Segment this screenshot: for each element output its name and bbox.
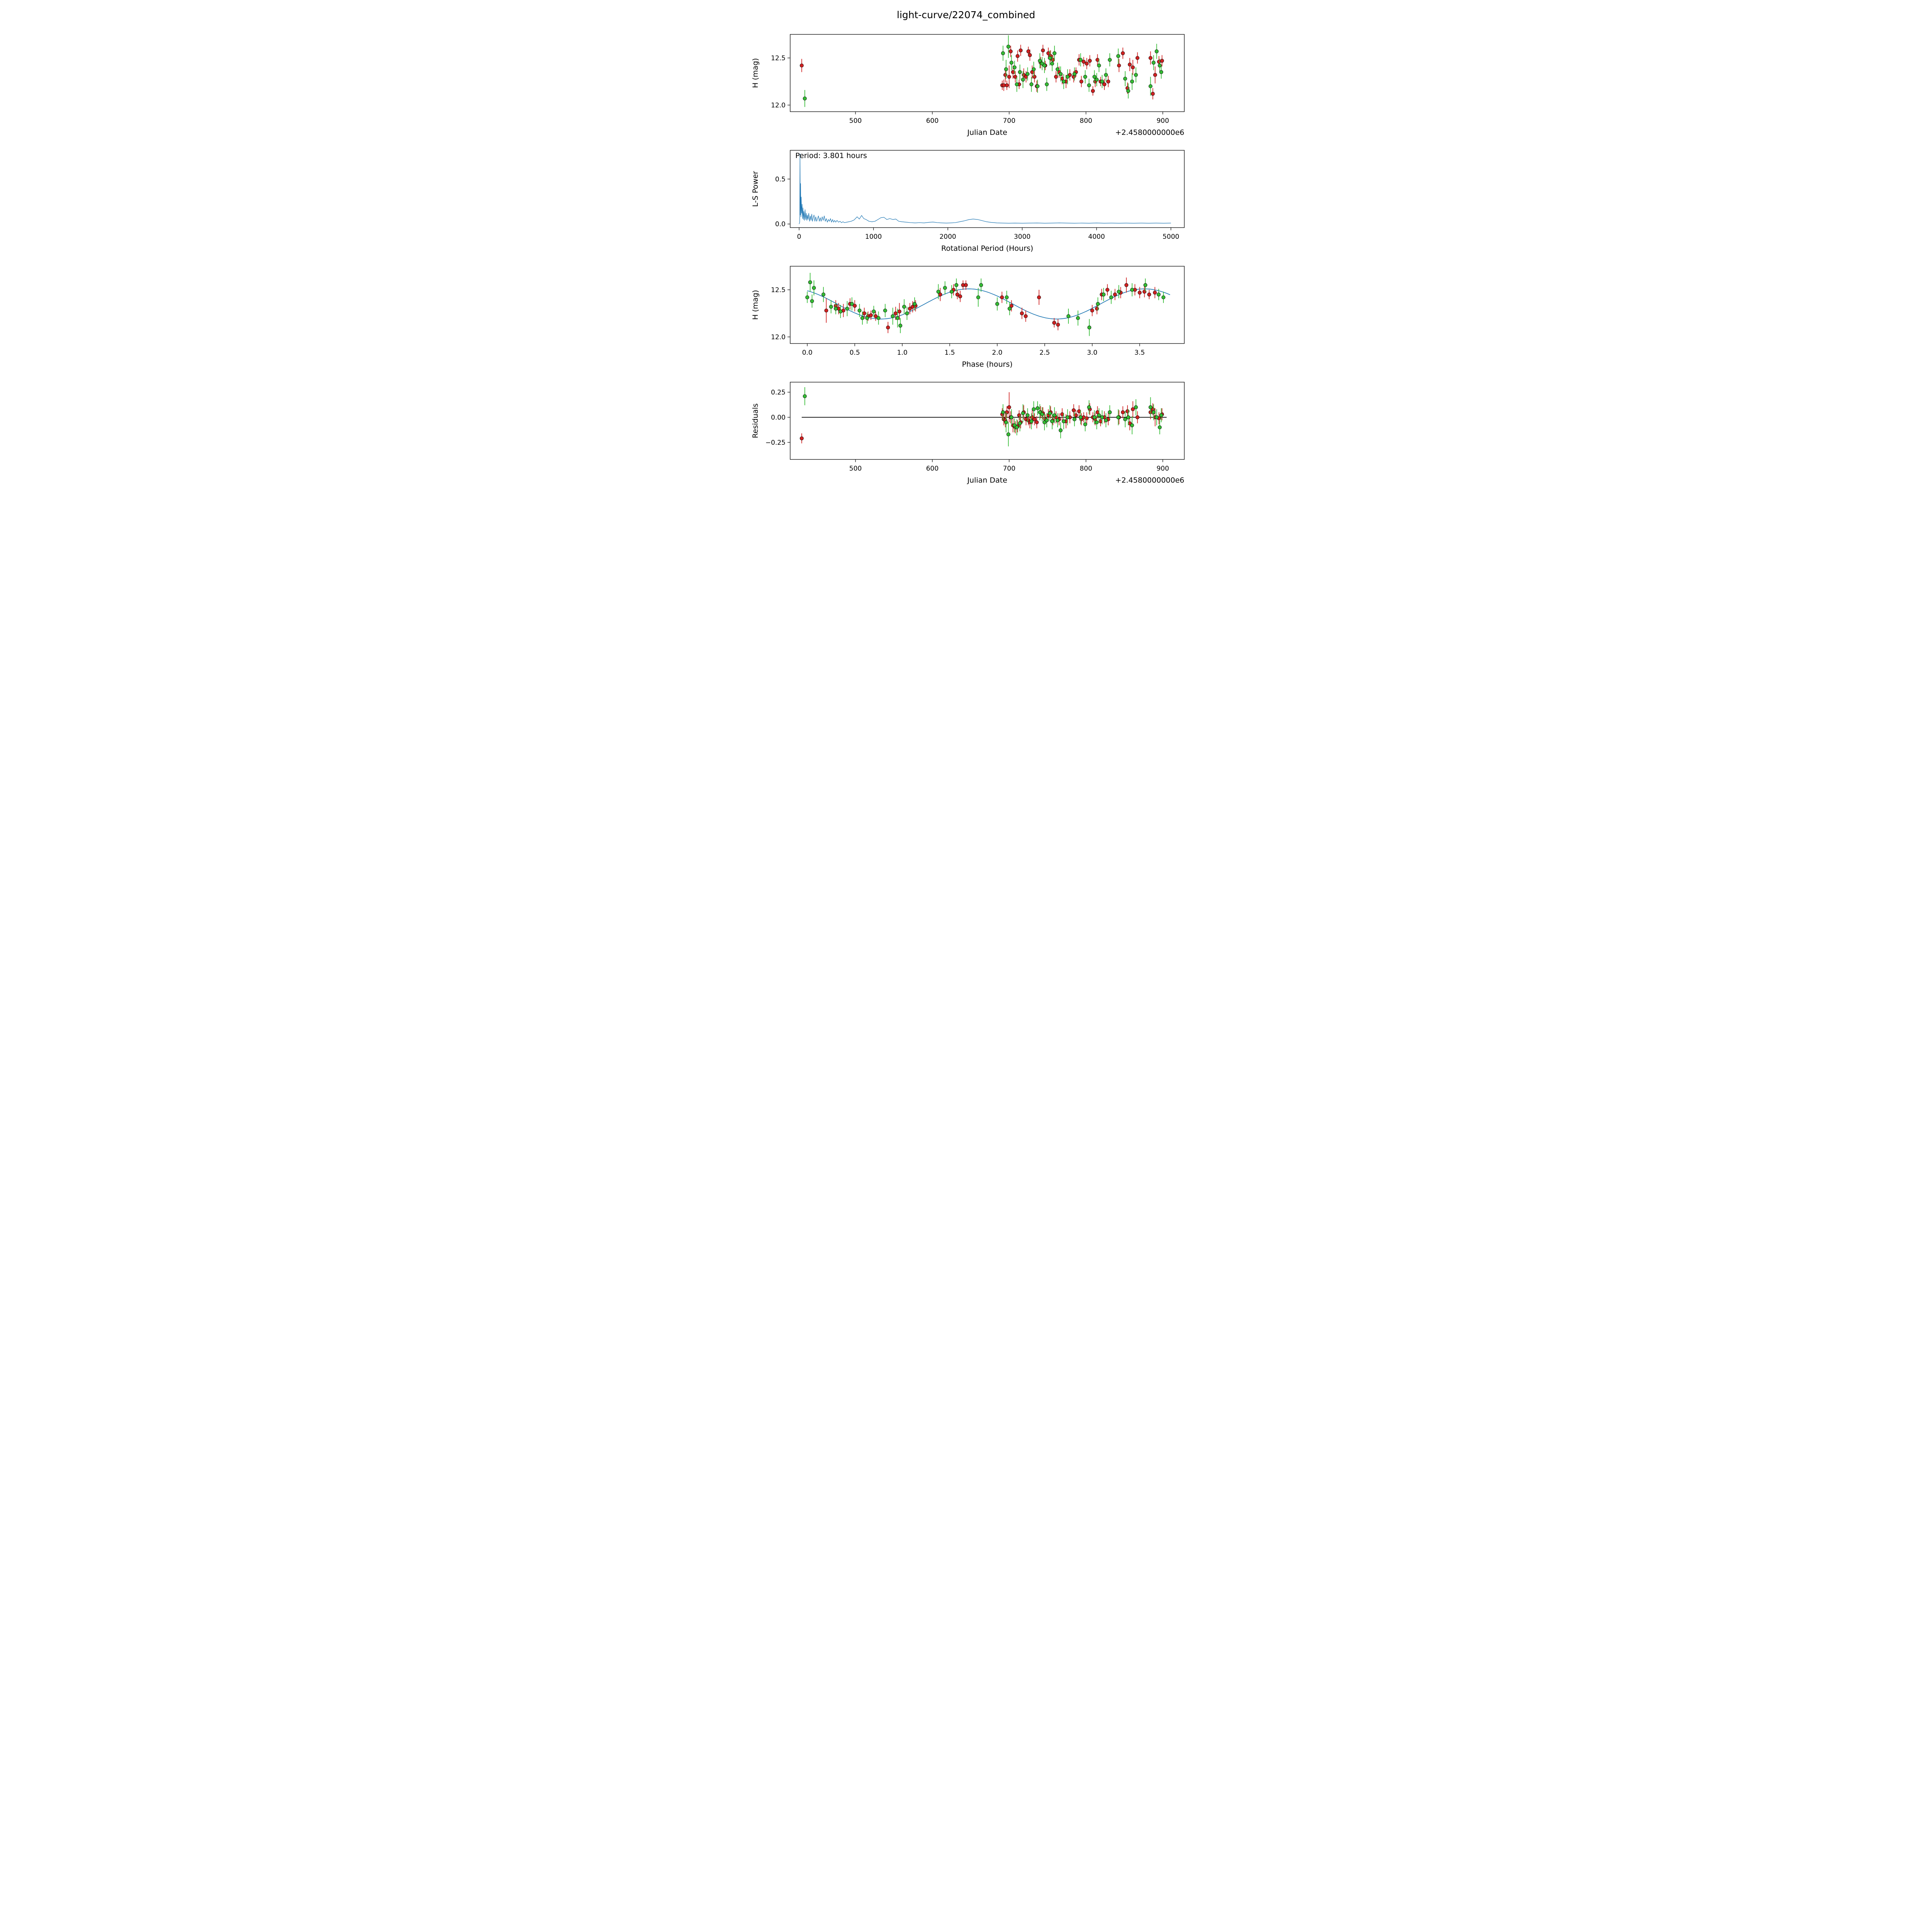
periodogram-ytick-label: 0.5: [775, 175, 786, 183]
phase-chart: 0.0 0.5 1.0 1.5 2.0 2.5 3.0 3.5 12.0 12.5 Phase (h…: [751, 266, 1185, 369]
residuals-ytick-label: 0.25: [771, 389, 786, 396]
lightcurve-dataset-green: [803, 35, 1163, 107]
periodogram-xlabel: Rotational Period (Hours): [941, 244, 1033, 253]
residuals-ylabel: Residuals: [751, 403, 760, 438]
periodogram-xtick-label: 2000: [939, 233, 956, 241]
periodogram-xtick-label: 4000: [1088, 233, 1105, 241]
residuals-dataset-green: [803, 387, 1163, 447]
lightcurve-ytick-label: 12.5: [771, 54, 786, 62]
phase-ylabel: H (mag): [751, 290, 760, 320]
residuals-ytick-label: −0.25: [765, 439, 786, 447]
charts-container: 500 600 700 800 900 12.0 12.5 Julian Date +2.458…: [724, 31, 1208, 494]
phase-xtick-label: 0.5: [850, 349, 860, 357]
periodogram-ls-power: [799, 153, 1171, 224]
periodogram-chart: 0 1000 2000 3000 4000 5000 0.0 0.5 Rotational Pe…: [751, 150, 1185, 253]
figure-title: light-curve/22074_combined: [896, 9, 1036, 20]
lightcurve-xtick-label: 900: [1156, 117, 1169, 125]
phase-xtick-label: 3.5: [1134, 349, 1145, 357]
residuals-xlabel: Julian Date: [967, 476, 1007, 485]
residuals-x-offset-label: +2.4580000000e6: [1115, 476, 1184, 485]
lightcurve-xtick-label: 800: [1080, 117, 1092, 125]
lightcurve-xtick-label: 500: [849, 117, 862, 125]
periodogram-ylabel: L-S Power: [751, 171, 760, 207]
residuals-xtick-label: 700: [1003, 465, 1015, 473]
periodogram-annotation: Period: 3.801 hours: [795, 151, 867, 160]
periodogram-ytick-label: 0.0: [775, 221, 786, 228]
phase-xtick-label: 1.0: [897, 349, 908, 357]
phase-xlabel: Phase (hours): [962, 360, 1012, 369]
phase-xtick-label: 0.0: [802, 349, 813, 357]
lightcurve-ylabel: H (mag): [751, 58, 760, 88]
residuals-xtick-label: 600: [926, 465, 939, 473]
lightcurve-dataset-red: [799, 44, 1164, 100]
lightcurve-xtick-label: 700: [1003, 117, 1015, 125]
lightcurve-x-offset-label: +2.4580000000e6: [1115, 128, 1184, 137]
residuals-xtick-label: 900: [1156, 465, 1169, 473]
residuals-dataset-red: [799, 392, 1164, 444]
residuals-ytick-label: 0.00: [771, 414, 786, 422]
phase-xtick-label: 1.5: [944, 349, 955, 357]
phase-dataset-green: [805, 273, 1165, 336]
phase-ytick-label: 12.0: [771, 333, 786, 341]
periodogram-xtick-label: 3000: [1014, 233, 1031, 241]
lightcurve-xtick-label: 600: [926, 117, 939, 125]
lightcurve-xlabel: Julian Date: [967, 128, 1007, 137]
phase-xtick-label: 2.0: [992, 349, 1002, 357]
residuals-xtick-label: 800: [1080, 465, 1092, 473]
phase-xtick-label: 3.0: [1087, 349, 1097, 357]
residuals-chart: 500 600 700 800 900 −0.25 0.00 0.25 Julian Date +…: [751, 382, 1185, 485]
lightcurve-chart: 500 600 700 800 900 12.0 12.5 Julian Date +2.458…: [751, 34, 1185, 137]
phase-ytick-label: 12.5: [771, 286, 786, 294]
periodogram-xtick-label: 5000: [1163, 233, 1179, 241]
phase-xtick-label: 2.5: [1039, 349, 1050, 357]
residuals-xtick-label: 500: [849, 465, 862, 473]
phase-dataset-red: [824, 277, 1157, 333]
periodogram-xtick-label: 1000: [865, 233, 882, 241]
lightcurve-ytick-label: 12.0: [771, 102, 786, 109]
figure: light-curve/22074_combined 500 600 700 800 9…: [724, 0, 1208, 494]
periodogram-xtick-label: 0: [797, 233, 801, 241]
